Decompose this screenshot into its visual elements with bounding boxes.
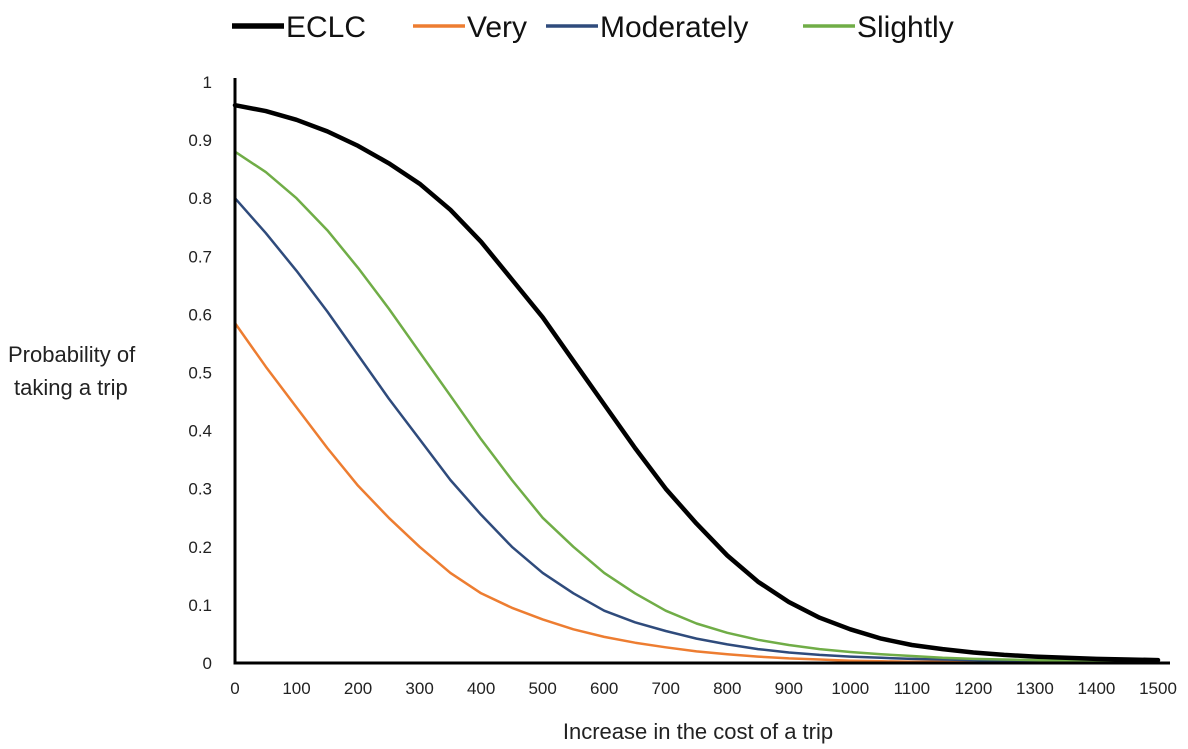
- y-tick-label: 0.1: [188, 596, 212, 615]
- x-tick-label: 300: [405, 679, 433, 698]
- x-tick-label: 1500: [1139, 679, 1177, 698]
- legend-item-moderately: Moderately: [546, 11, 748, 44]
- x-tick-label: 100: [282, 679, 310, 698]
- x-tick-label: 900: [775, 679, 803, 698]
- x-tick-label: 700: [652, 679, 680, 698]
- y-axis-title-line-1: Probability of: [8, 342, 136, 367]
- y-tick-label: 0: [203, 654, 212, 673]
- x-tick-label: 800: [713, 679, 741, 698]
- series-line-slightly: [233, 150, 1160, 664]
- y-tick-label: 0.2: [188, 538, 212, 557]
- y-tick-label: 0.3: [188, 480, 212, 499]
- x-tick-label: 200: [344, 679, 372, 698]
- y-tick-label: 0.6: [188, 305, 212, 324]
- y-tick-label: 0.9: [188, 131, 212, 150]
- legend: ECLC Very Moderately Slightly: [232, 11, 954, 44]
- axes: [233, 78, 1170, 665]
- series-line-eclc: [232, 102, 1161, 663]
- x-tick-labels: 0 100 200 300 400 500 600 700 800 900 1000 1100 1200…: [230, 679, 1177, 698]
- x-tick-label: 600: [590, 679, 618, 698]
- x-tick-label: 1400: [1078, 679, 1116, 698]
- y-axis-title-line-2: taking a trip: [14, 375, 128, 400]
- legend-label: ECLC: [286, 11, 366, 44]
- x-tick-label: 1300: [1016, 679, 1054, 698]
- y-tick-label: 0.5: [188, 364, 212, 383]
- legend-item-eclc: ECLC: [232, 11, 366, 44]
- series-line-moderately: [233, 196, 1160, 664]
- y-tick-labels: 0 0.1 0.2 0.3 0.4 0.5 0.6 0.7 0.8 0.9 1: [188, 73, 212, 673]
- x-tick-label: 500: [528, 679, 556, 698]
- legend-label: Very: [467, 11, 527, 44]
- y-tick-label: 0.8: [188, 189, 212, 208]
- x-axis-title: Increase in the cost of a trip: [563, 719, 833, 744]
- series-layer: [232, 102, 1161, 664]
- y-tick-label: 0.4: [188, 422, 212, 441]
- x-tick-label: 1200: [954, 679, 992, 698]
- y-tick-label: 0.7: [188, 247, 212, 266]
- series-line-very: [233, 321, 1160, 664]
- x-tick-label: 1100: [894, 679, 931, 698]
- y-tick-label: 1: [203, 73, 212, 92]
- x-tick-label: 0: [230, 679, 239, 698]
- legend-item-slightly: Slightly: [803, 11, 954, 44]
- legend-item-very: Very: [413, 11, 527, 44]
- x-tick-label: 400: [467, 679, 495, 698]
- legend-label: Slightly: [857, 11, 954, 44]
- x-tick-label: 1000: [831, 679, 869, 698]
- legend-label: Moderately: [600, 11, 748, 44]
